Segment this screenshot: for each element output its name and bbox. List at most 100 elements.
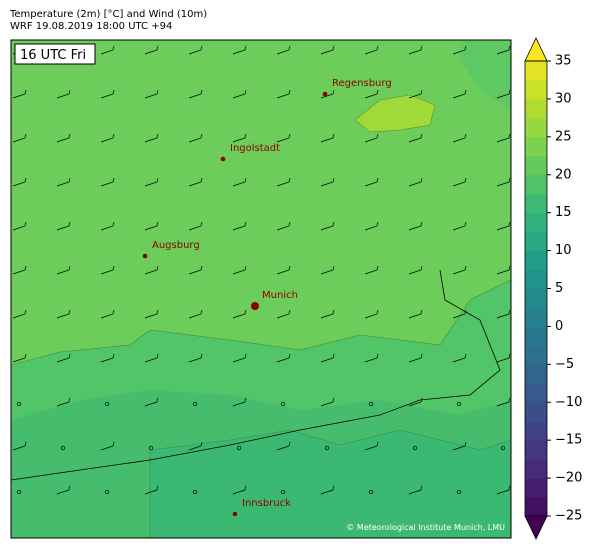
wind-barb — [364, 89, 379, 99]
wind-barb — [188, 45, 203, 55]
wind-barb — [144, 309, 159, 319]
wind-barb — [496, 265, 511, 275]
wind-barb — [100, 265, 115, 275]
wind-barb — [364, 441, 379, 451]
wind-barb — [408, 45, 423, 55]
credit: © Meteorological Institute Munich, LMU — [346, 523, 505, 532]
wind-barb — [188, 309, 203, 319]
colorbar-tick-label: −15 — [555, 433, 582, 448]
colorbar-segment — [525, 174, 547, 195]
wind-barb — [100, 353, 115, 363]
wind-barb — [144, 265, 159, 275]
wind-barb — [452, 133, 467, 143]
wind-barb — [188, 89, 203, 99]
colorbar-segment — [525, 497, 547, 517]
wind-barb — [100, 89, 115, 99]
wind-barb — [100, 441, 115, 451]
wind-barb — [452, 265, 467, 275]
wind-barb — [452, 353, 467, 363]
wind-barb — [56, 221, 71, 231]
wind-barb — [408, 485, 423, 495]
wind-barb — [276, 309, 291, 319]
wind-barb — [144, 485, 159, 495]
wind-barb — [408, 221, 423, 231]
city-dot — [251, 302, 259, 310]
wind-barb — [56, 485, 71, 495]
wind-barb — [364, 353, 379, 363]
wind-barb — [144, 133, 159, 143]
city-label: Ingolstadt — [230, 143, 280, 154]
colorbar-tick-label: 25 — [555, 129, 572, 144]
calm-marker — [368, 401, 374, 407]
wind-barb — [232, 89, 247, 99]
calm-marker — [236, 445, 242, 451]
wind-barb — [188, 221, 203, 231]
colorbar-segment — [525, 421, 547, 441]
wind-barb — [452, 441, 467, 451]
calm-marker — [192, 489, 198, 495]
wind-barb — [100, 45, 115, 55]
colorbar-segment — [525, 61, 547, 81]
wind-barb — [496, 221, 511, 231]
colorbar-tick-label: 30 — [555, 91, 572, 106]
wind-barb — [276, 221, 291, 231]
colorbar-segment — [525, 364, 547, 384]
colorbar-segment — [525, 345, 547, 365]
wind-barb — [188, 353, 203, 363]
wind-barb — [452, 177, 467, 187]
calm-marker — [104, 401, 110, 407]
time-label: 16 UTC Fri — [20, 48, 86, 63]
wind-barb — [12, 177, 27, 187]
wind-barb — [12, 221, 27, 231]
wind-barb — [452, 309, 467, 319]
wind-barb — [232, 45, 247, 55]
calm-marker — [104, 489, 110, 495]
city-dot — [232, 511, 238, 517]
colorbar-tick-label: 15 — [555, 205, 572, 220]
header-line: Temperature (2m) [°C] and Wind (10m) — [9, 9, 207, 20]
colorbar-segment — [525, 288, 547, 308]
wind-barb — [320, 485, 335, 495]
wind-barb — [276, 441, 291, 451]
time-box — [14, 43, 96, 65]
wind-barb — [320, 397, 335, 407]
wind-barb — [144, 353, 159, 363]
wind-barb — [276, 89, 291, 99]
colorbar-segment — [525, 212, 547, 233]
wind-barb — [276, 133, 291, 143]
wind-barb — [232, 265, 247, 275]
wind-barb — [496, 397, 511, 407]
colorbar-extend — [524, 37, 548, 62]
wind-barb — [188, 177, 203, 187]
calm-marker — [192, 401, 198, 407]
wind-barb — [320, 221, 335, 231]
wind-barb — [496, 309, 511, 319]
wind-barb — [364, 45, 379, 55]
colorbar-tick-label: −10 — [555, 395, 582, 410]
calm-marker — [16, 489, 22, 495]
city-label: Regensburg — [332, 78, 392, 89]
colorbar-extend — [524, 515, 548, 540]
calm-marker — [280, 401, 286, 407]
wind-barb — [12, 309, 27, 319]
wind-barb — [320, 309, 335, 319]
wind-barb — [408, 265, 423, 275]
wind-barb — [408, 133, 423, 143]
wind-barb — [188, 265, 203, 275]
wind-barb — [364, 177, 379, 187]
calm-marker — [16, 401, 22, 407]
wind-barb — [276, 265, 291, 275]
wind-barb — [320, 265, 335, 275]
wind-barb — [276, 353, 291, 363]
colorbar-tick-label: 5 — [555, 281, 563, 296]
colorbar-segment — [525, 478, 547, 498]
colorbar-tick-label: 35 — [555, 54, 572, 69]
colorbar-segment — [525, 136, 547, 157]
wind-barb — [100, 133, 115, 143]
wind-barb — [232, 397, 247, 407]
wind-barb — [320, 45, 335, 55]
wind-barb — [100, 309, 115, 319]
calm-marker — [148, 445, 154, 451]
map-field — [11, 40, 511, 538]
